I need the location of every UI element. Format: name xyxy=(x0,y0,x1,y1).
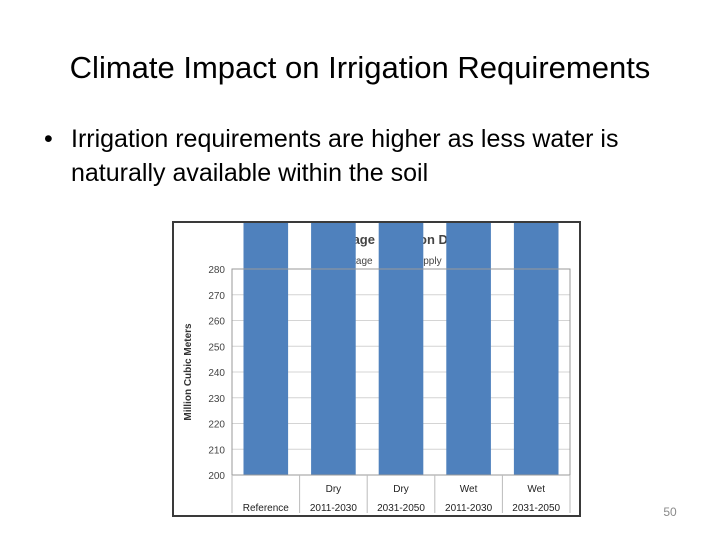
x-tick-label-line2: 2031-2050 xyxy=(377,503,425,514)
y-tick-label: 220 xyxy=(208,420,225,431)
y-tick-label: 270 xyxy=(208,291,225,302)
x-tick-label-line1: Wet xyxy=(460,484,478,495)
y-tick-label: 230 xyxy=(208,394,225,405)
irrigation-demand-chart: Average Irrigation DemandShortageSupply2… xyxy=(183,223,571,514)
y-tick-label: 210 xyxy=(208,445,225,456)
bullet-point: • Irrigation requirements are higher as … xyxy=(44,122,664,190)
bullet-marker: • xyxy=(44,125,53,153)
x-tick-label-line1: Wet xyxy=(527,484,545,495)
y-tick-label: 260 xyxy=(208,317,225,328)
y-tick-label: 250 xyxy=(208,342,225,353)
x-tick-label-line1: Dry xyxy=(393,484,409,495)
x-tick-label-line1: Dry xyxy=(326,484,342,495)
bar-supply xyxy=(446,223,491,475)
bar-supply xyxy=(513,223,559,475)
y-tick-label: 200 xyxy=(208,471,225,482)
bar-supply xyxy=(311,223,356,476)
x-tick-label-line2: 2031-2050 xyxy=(512,503,560,514)
chart-frame: Average Irrigation DemandShortageSupply2… xyxy=(172,221,581,517)
bullet-text: Irrigation requirements are higher as le… xyxy=(71,125,619,187)
x-tick-label-line2: 2011-2030 xyxy=(310,503,358,514)
bar-supply xyxy=(378,223,424,475)
legend-label-supply: Supply xyxy=(411,256,442,267)
y-tick-label: 240 xyxy=(208,368,225,379)
slide-title: Climate Impact on Irrigation Requirement… xyxy=(69,50,651,85)
bar-supply xyxy=(243,223,289,475)
page-number: 50 xyxy=(663,505,677,519)
y-axis-label: Million Cubic Meters xyxy=(183,323,194,421)
y-tick-label: 280 xyxy=(208,265,225,276)
x-tick-label-line2: 2011-2030 xyxy=(445,503,493,514)
x-tick-label-line2: Reference xyxy=(243,503,290,514)
